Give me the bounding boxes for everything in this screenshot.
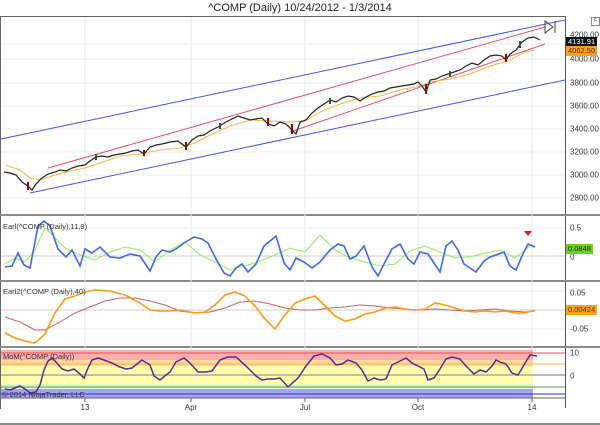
y-tick-label: 0.5 [570, 223, 582, 233]
earl-value-tag: 0.0848 [566, 244, 593, 254]
last-price-tag: 4131.91 [566, 37, 598, 47]
y-tick-label: 3800.00 [570, 78, 599, 88]
pane-separator[interactable] [0, 280, 600, 282]
y-tick-label: 4000.00 [570, 54, 599, 64]
ma-value-tag: 4062.50 [566, 46, 598, 56]
earl2-pane-label: Earl2(^COMP (Daily),40) [3, 287, 86, 296]
y-tick-label: 3400.00 [570, 124, 599, 134]
y-axis-line [565, 16, 566, 408]
x-tick-label: Oct [411, 403, 425, 412]
earl-pane-label: Earl(^COMP (Daily),11,8) [3, 222, 88, 231]
x-tick-label: Apr [184, 403, 198, 412]
pane-separator[interactable] [0, 214, 600, 216]
y-tick-label: 4200.00 [570, 30, 599, 40]
copyright: © 2014 NinjaTrader, LLC [2, 390, 85, 399]
earl2-value-tag: 0.00424 [566, 305, 598, 315]
x-tick-label: 14 [527, 403, 537, 412]
y-tick-label: 2800.00 [570, 193, 599, 203]
y-tick-label: 0 [570, 252, 575, 262]
chart-title: ^COMP (Daily) 10/24/2012 - 1/3/2014 [208, 2, 392, 14]
y-tick-label: 0.05 [570, 288, 586, 298]
y-tick-label: 10 [570, 348, 579, 358]
pane-separator[interactable] [0, 346, 600, 348]
y-tick-label: 3200.00 [570, 147, 599, 157]
x-tick-label: Jul [299, 403, 311, 412]
x-tick-label: 13 [80, 403, 90, 412]
y-tick-label: 0 [570, 371, 575, 381]
chart-frame [0, 16, 566, 409]
mom-pane-label: MoM(^COMP (Daily)) [3, 352, 75, 361]
bottom-border [0, 423, 600, 425]
y-tick-label: -0.05 [570, 324, 589, 334]
y-tick-label: 3600.00 [570, 101, 599, 111]
y-tick-label: 3000.00 [570, 170, 599, 180]
